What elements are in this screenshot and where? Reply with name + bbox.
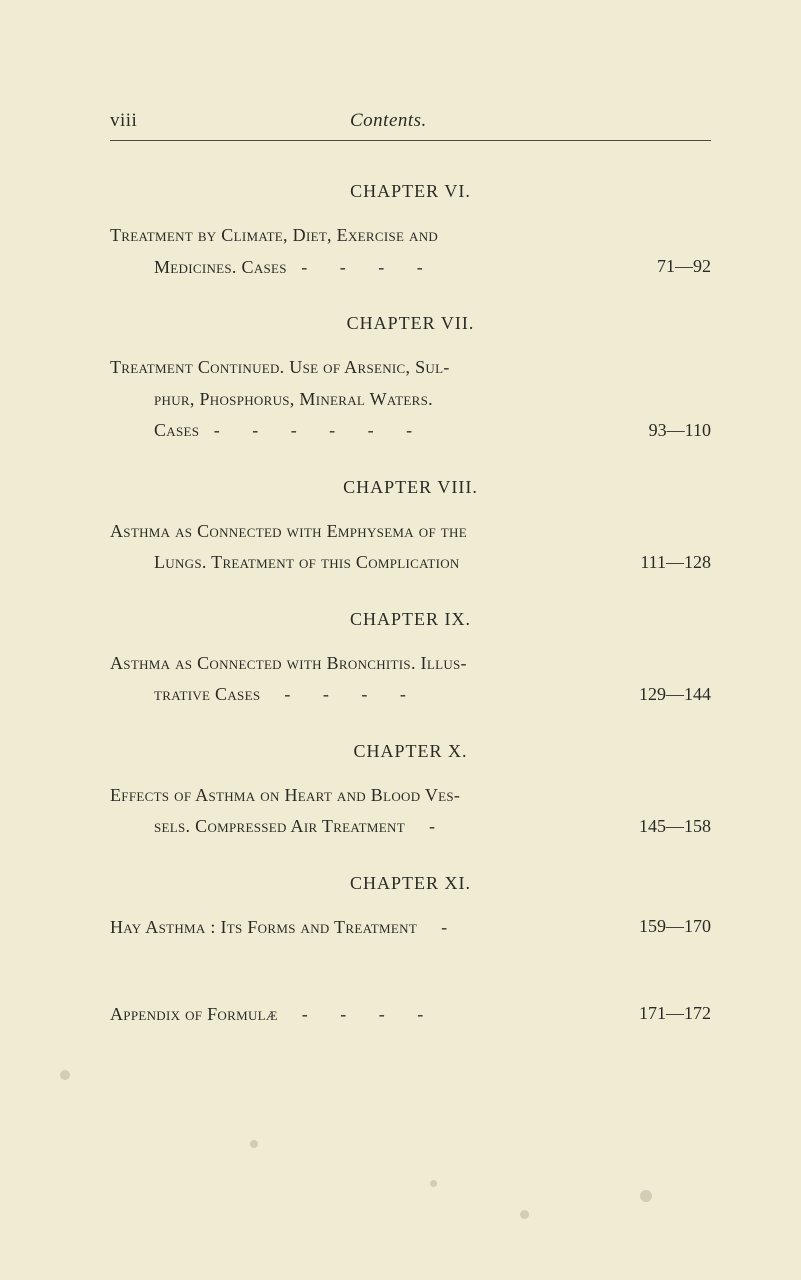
chapter-10-entry: Effects of Asthma on Heart and Blood Ves… bbox=[110, 780, 711, 843]
chapter-6-entry: Treatment by Climate, Diet, Exercise and… bbox=[110, 220, 711, 283]
leader-dots: - - - - bbox=[284, 684, 419, 704]
chapter-10-heading: CHAPTER X. bbox=[110, 741, 711, 762]
running-title: Contents. bbox=[350, 110, 427, 132]
entry-line: Treatment by Climate, Diet, Exercise and bbox=[110, 225, 438, 245]
chapter-7-entry: Treatment Continued. Use of Arsenic, Sul… bbox=[110, 352, 711, 447]
chapter-11-heading: CHAPTER XI. bbox=[110, 873, 711, 894]
entry-text: Asthma as Connected with Bronchitis. Ill… bbox=[110, 648, 590, 711]
page-container: viii Contents. CHAPTER VI. Treatment by … bbox=[0, 0, 801, 1280]
entry-line-text: Hay Asthma : Its Forms and Treatment bbox=[110, 917, 417, 937]
entry-line: Treatment Continued. Use of Arsenic, Sul… bbox=[110, 357, 450, 377]
entry-line: phur, Phosphorus, Mineral Waters. bbox=[154, 389, 433, 409]
entry-text: Appendix of Formulæ - - - - bbox=[110, 999, 590, 1031]
entry-line: Cases - - - - - - bbox=[154, 420, 426, 440]
chapter-6-heading: CHAPTER VI. bbox=[110, 181, 711, 202]
leader-dots: - bbox=[429, 816, 449, 836]
foxing-spot bbox=[640, 1190, 652, 1202]
header-rule bbox=[110, 140, 711, 141]
entry-line: Medicines. Cases - - - - bbox=[154, 257, 437, 277]
entry-line: Appendix of Formulæ - - - - bbox=[110, 1004, 437, 1024]
chapter-9-entry: Asthma as Connected with Bronchitis. Ill… bbox=[110, 648, 711, 711]
page-range: 111—128 bbox=[640, 552, 711, 573]
chapter-11-entry: Hay Asthma : Its Forms and Treatment - 1… bbox=[110, 912, 711, 944]
leader-dots: - bbox=[441, 917, 461, 937]
page-range: 129—144 bbox=[639, 684, 711, 705]
foxing-spot bbox=[520, 1210, 529, 1219]
entry-text: Treatment Continued. Use of Arsenic, Sul… bbox=[110, 352, 590, 447]
entry-line: Effects of Asthma on Heart and Blood Ves… bbox=[110, 785, 460, 805]
entry-text: Asthma as Connected with Emphysema of th… bbox=[110, 516, 590, 579]
entry-text: Treatment by Climate, Diet, Exercise and… bbox=[110, 220, 590, 283]
chapter-9-heading: CHAPTER IX. bbox=[110, 609, 711, 630]
page-range: 159—170 bbox=[639, 916, 711, 937]
entry-line-text: Cases bbox=[154, 420, 199, 440]
running-head: viii Contents. bbox=[110, 110, 711, 132]
chapter-8-entry: Asthma as Connected with Emphysema of th… bbox=[110, 516, 711, 579]
leader-dots: - - - - bbox=[302, 1004, 437, 1024]
page-number: viii bbox=[110, 110, 350, 132]
entry-line-text: sels. Compressed Air Treatment bbox=[154, 816, 405, 836]
chapter-7-heading: CHAPTER VII. bbox=[110, 313, 711, 334]
entry-line-text: Medicines. Cases bbox=[154, 257, 287, 277]
leader-dots: - - - - bbox=[301, 257, 436, 277]
page-range: 145—158 bbox=[639, 816, 711, 837]
entry-line: Asthma as Connected with Bronchitis. Ill… bbox=[110, 653, 467, 673]
entry-line: Hay Asthma : Its Forms and Treatment - bbox=[110, 917, 461, 937]
entry-line: Asthma as Connected with Emphysema of th… bbox=[110, 521, 467, 541]
foxing-spot bbox=[250, 1140, 258, 1148]
entry-line: trative Cases - - - - bbox=[154, 684, 420, 704]
appendix-entry: Appendix of Formulæ - - - - 171—172 bbox=[110, 999, 711, 1031]
entry-line-text: trative Cases bbox=[154, 684, 260, 704]
entry-text: Effects of Asthma on Heart and Blood Ves… bbox=[110, 780, 590, 843]
entry-line: sels. Compressed Air Treatment - bbox=[154, 816, 449, 836]
chapter-8-heading: CHAPTER VIII. bbox=[110, 477, 711, 498]
entry-line: Lungs. Treatment of this Complication bbox=[154, 552, 460, 572]
entry-text: Hay Asthma : Its Forms and Treatment - bbox=[110, 912, 590, 944]
page-range: 171—172 bbox=[639, 1003, 711, 1024]
foxing-spot bbox=[60, 1070, 70, 1080]
foxing-spot bbox=[430, 1180, 437, 1187]
page-range: 93—110 bbox=[649, 420, 711, 441]
page-range: 71—92 bbox=[657, 256, 711, 277]
leader-dots: - - - - - - bbox=[214, 420, 426, 440]
entry-line-text: Appendix of Formulæ bbox=[110, 1004, 278, 1024]
